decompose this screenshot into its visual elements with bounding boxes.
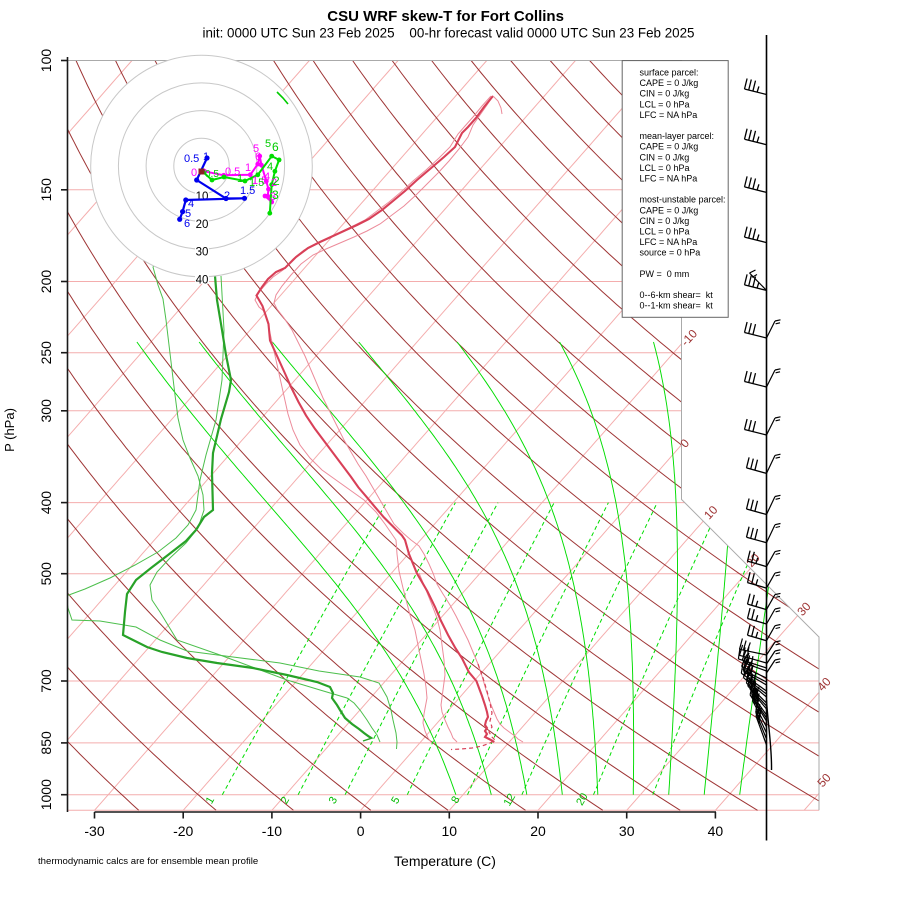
svg-text:6: 6 [255,151,261,163]
svg-text:thermodynamic calcs are for en: thermodynamic calcs are for ensemble mea… [38,856,258,867]
svg-text:0: 0 [191,167,197,179]
svg-text:12: 12 [502,792,519,809]
svg-text:-20: -20 [173,823,193,839]
svg-text:2: 2 [279,795,292,806]
svg-text:PW = 0 mm: PW = 0 mm [640,269,690,279]
svg-text:CIN = 0 J/kg: CIN = 0 J/kg [640,216,690,226]
svg-text:0--6-km shear= kt: 0--6-km shear= kt [640,290,714,300]
svg-text:1: 1 [237,173,243,185]
svg-text:CAPE = 0 J/kg: CAPE = 0 J/kg [640,142,699,152]
svg-text:5: 5 [185,208,191,220]
svg-text:20: 20 [196,219,209,231]
svg-text:20: 20 [574,791,591,808]
svg-text:5: 5 [389,795,402,806]
svg-text:0.5: 0.5 [184,153,199,165]
svg-text:6: 6 [184,218,190,230]
svg-text:CIN = 0 J/kg: CIN = 0 J/kg [640,89,690,99]
svg-text:LFC = NA hPa: LFC = NA hPa [640,174,698,184]
svg-text:3: 3 [270,191,276,203]
svg-text:1.5: 1.5 [252,175,267,187]
svg-text:1.5: 1.5 [240,185,255,197]
svg-text:Temperature (C): Temperature (C) [394,853,496,869]
svg-text:LFC = NA hPa: LFC = NA hPa [640,110,698,120]
svg-text:-30: -30 [84,823,104,839]
svg-text:1: 1 [203,151,209,163]
svg-text:0: 0 [357,823,365,839]
svg-text:5: 5 [253,143,259,155]
svg-text:2: 2 [271,177,277,189]
svg-text:700: 700 [38,669,54,693]
svg-text:LCL = 0 hPa: LCL = 0 hPa [640,99,690,109]
svg-text:20: 20 [530,823,546,839]
svg-text:3: 3 [272,188,279,202]
svg-text:30: 30 [619,823,635,839]
svg-text:LCL = 0 hPa: LCL = 0 hPa [640,163,690,173]
svg-text:2: 2 [273,174,280,188]
svg-text:0.5: 0.5 [205,169,219,180]
svg-text:1000: 1000 [38,779,54,810]
svg-text:250: 250 [38,341,54,365]
svg-text:100: 100 [38,49,54,73]
svg-text:500: 500 [38,562,54,586]
svg-text:LFC = NA hPa: LFC = NA hPa [640,237,698,247]
svg-text:source = 0 hPa: source = 0 hPa [640,248,701,258]
svg-text:3: 3 [327,795,340,806]
svg-text:4: 4 [267,161,273,173]
svg-text:1: 1 [204,795,217,806]
svg-text:400: 400 [38,491,54,515]
svg-text:300: 300 [38,399,54,423]
svg-text:40: 40 [708,823,724,839]
svg-text:10: 10 [196,191,209,203]
svg-text:850: 850 [38,731,54,755]
svg-text:surface parcel:: surface parcel: [640,68,699,78]
svg-text:30: 30 [196,247,209,259]
svg-text:0.5: 0.5 [225,166,240,178]
svg-text:LCL = 0 hPa: LCL = 0 hPa [640,227,690,237]
svg-text:CAPE = 0 J/kg: CAPE = 0 J/kg [640,205,699,215]
svg-text:P (hPa): P (hPa) [2,408,17,452]
svg-text:4: 4 [188,198,194,210]
svg-text:4: 4 [264,171,270,183]
svg-text:5: 5 [265,138,271,150]
svg-text:-10: -10 [262,823,282,839]
svg-text:150: 150 [38,178,54,202]
svg-text:init: 0000 UTC Sun 23 Feb 2025: init: 0000 UTC Sun 23 Feb 2025 00-hr for… [202,26,694,41]
svg-text:10: 10 [442,823,458,839]
svg-text:1: 1 [245,162,251,174]
svg-text:40: 40 [196,274,209,286]
svg-text:CAPE = 0 J/kg: CAPE = 0 J/kg [640,78,699,88]
svg-text:1.5: 1.5 [249,177,264,189]
svg-text:8: 8 [449,794,462,805]
svg-text:6: 6 [272,140,279,154]
svg-text:200: 200 [38,270,54,294]
svg-text:CIN = 0 J/kg: CIN = 0 J/kg [640,152,690,162]
svg-text:CSU WRF skew-T for Fort Collin: CSU WRF skew-T for Fort Collins [327,8,564,25]
svg-text:0--1-km shear= kt: 0--1-km shear= kt [640,301,714,311]
svg-text:mean-layer parcel:: mean-layer parcel: [640,131,715,141]
svg-text:2: 2 [224,190,230,202]
svg-text:most-unstable parcel:: most-unstable parcel: [640,195,726,205]
